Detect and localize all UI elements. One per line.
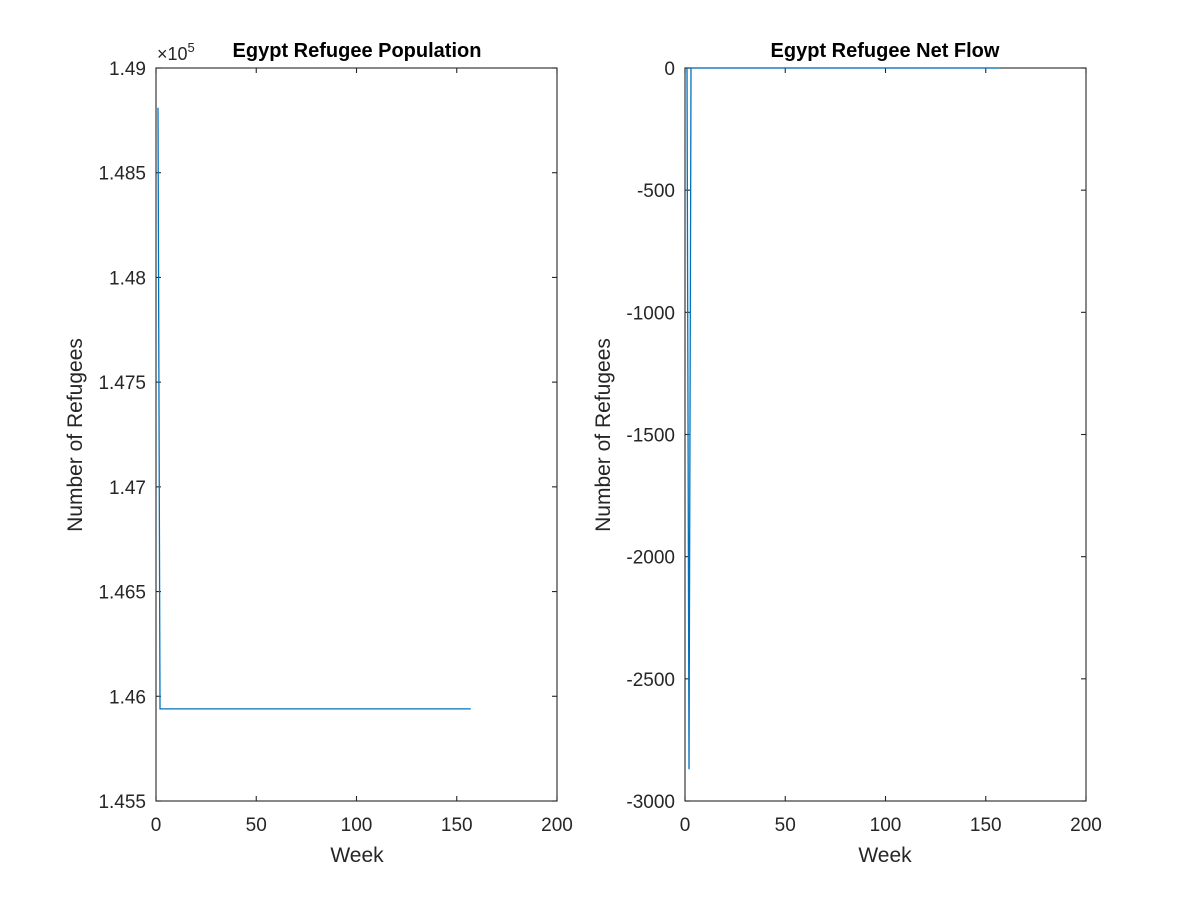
population-y-tick-label: 1.48 bbox=[109, 268, 146, 289]
net-flow-y-tick-label: -2000 bbox=[626, 548, 675, 569]
population-x-ticks: 0 50 100 150 200 bbox=[151, 68, 573, 836]
net-flow-y-tick-label: -1000 bbox=[626, 303, 675, 324]
net-flow-y-ticks: -3000 -2500 -2000 -1500 -1000 -500 0 bbox=[626, 59, 1086, 813]
population-y-tick-label: 1.47 bbox=[109, 478, 146, 499]
population-chart: 0 50 100 150 200 1.455 1.46 1.465 1.47 1.475 1.48… bbox=[64, 40, 573, 867]
exponent-power: 5 bbox=[188, 40, 195, 55]
net-flow-y-tick-label: -3000 bbox=[626, 792, 675, 813]
population-y-tick-label: 1.475 bbox=[98, 373, 146, 394]
net-flow-x-ticks: 0 50 100 150 200 bbox=[680, 68, 1102, 836]
net-flow-series-line bbox=[686, 67, 1000, 770]
population-y-tick-label: 1.485 bbox=[98, 164, 146, 185]
population-x-axis-title: Week bbox=[330, 844, 384, 867]
population-y-tick-label: 1.49 bbox=[109, 59, 146, 80]
population-y-axis-title: Number of Refugees bbox=[64, 338, 87, 532]
population-x-tick-label: 50 bbox=[246, 815, 267, 836]
net-flow-x-tick-label: 50 bbox=[775, 815, 796, 836]
net-flow-y-tick-label: -2500 bbox=[626, 670, 675, 691]
net-flow-x-tick-label: 200 bbox=[1070, 815, 1102, 836]
population-series-line bbox=[157, 107, 471, 710]
population-title: Egypt Refugee Population bbox=[233, 40, 482, 62]
population-y-ticks: 1.455 1.46 1.465 1.47 1.475 1.48 1.485 1.49 bbox=[98, 59, 557, 813]
net-flow-y-tick-label: 0 bbox=[664, 59, 675, 80]
population-x-tick-label: 200 bbox=[541, 815, 573, 836]
population-y-tick-label: 1.465 bbox=[98, 583, 146, 604]
net-flow-x-axis-title: Week bbox=[858, 844, 912, 867]
net-flow-chart: 0 50 100 150 200 -3000 -2500 -2000 -1500 -1000 -5… bbox=[592, 40, 1102, 867]
population-exponent-label: ×105 bbox=[157, 40, 195, 64]
net-flow-y-tick-label: -500 bbox=[637, 181, 675, 202]
net-flow-x-tick-label: 100 bbox=[870, 815, 902, 836]
population-series bbox=[157, 107, 471, 710]
net-flow-title: Egypt Refugee Net Flow bbox=[771, 40, 1000, 62]
net-flow-y-tick-label: -1500 bbox=[626, 426, 675, 447]
population-x-tick-label: 0 bbox=[151, 815, 162, 836]
exponent-base: ×10 bbox=[157, 44, 188, 64]
net-flow-series bbox=[686, 67, 1000, 770]
population-y-tick-label: 1.46 bbox=[109, 687, 146, 708]
population-y-tick-label: 1.455 bbox=[98, 792, 146, 813]
net-flow-x-tick-label: 0 bbox=[680, 815, 691, 836]
population-x-tick-label: 150 bbox=[441, 815, 473, 836]
net-flow-y-axis-title: Number of Refugees bbox=[592, 338, 615, 532]
net-flow-x-tick-label: 150 bbox=[970, 815, 1002, 836]
population-x-tick-label: 100 bbox=[341, 815, 373, 836]
